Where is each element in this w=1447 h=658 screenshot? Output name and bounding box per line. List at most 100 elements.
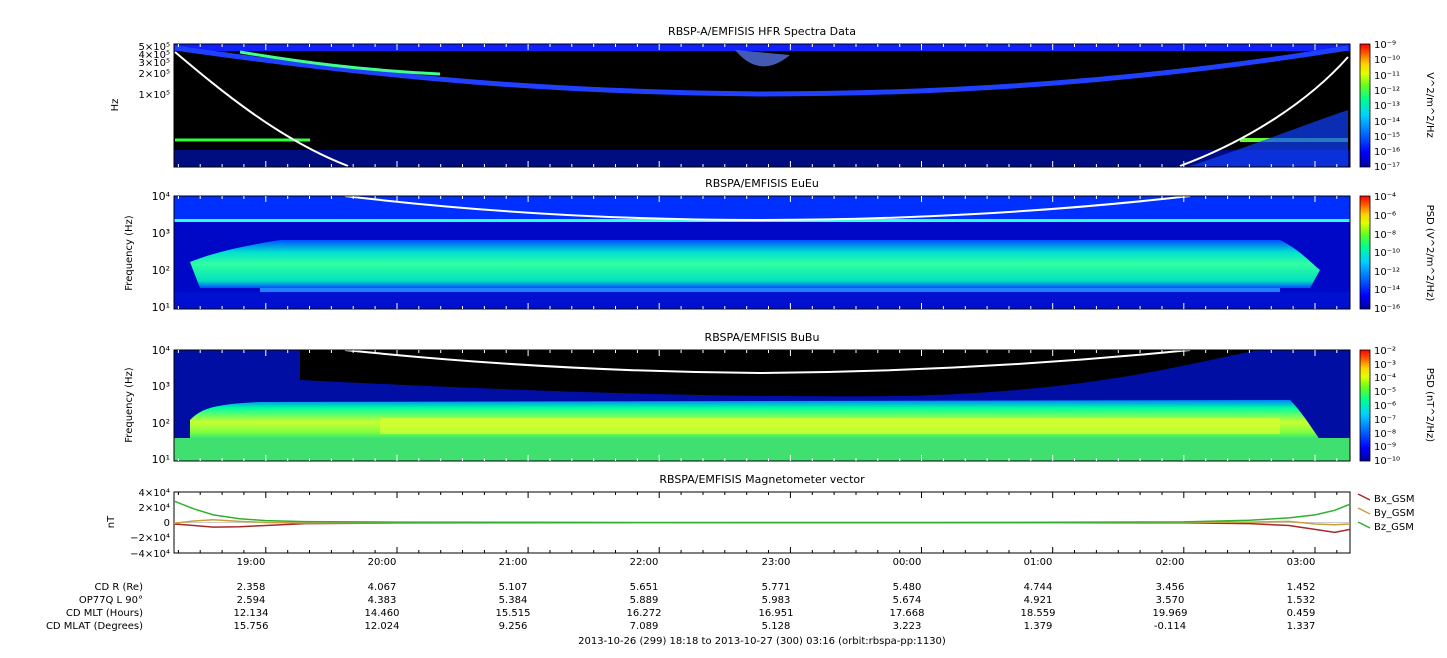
panel-bubu-cbar-tick-3: 10⁻⁵ [1374,387,1396,398]
orbit-mlat-3: 7.089 [630,621,659,632]
panel-hfr-cbar-tick-5: 10⁻¹⁴ [1374,117,1400,128]
orbit-l-1: 4.383 [368,595,397,606]
orbit-mlat-5: 3.223 [893,621,922,632]
panel-mag: RBSPA/EMFISIS Magnetometer vector 4×10⁴ … [106,473,1415,560]
orbit-mlt-6: 18.559 [1021,608,1056,619]
time-label-8: 03:00 [1287,557,1316,568]
panel-hfr-cbar-tick-0: 10⁻⁹ [1374,40,1396,51]
panel-mag-ylabel: nT [106,515,117,528]
panel-eueu-cbar-tick-3: 10⁻¹⁰ [1374,248,1400,259]
legend-swatch-bz [1357,521,1371,529]
panel-hfr-cbar-tick-2: 10⁻¹¹ [1374,71,1400,82]
time-label-7: 02:00 [1156,557,1185,568]
panel-hfr-ytick-4: 1×10⁵ [139,90,170,101]
panel-hfr-colorbar: 10⁻⁹ 10⁻¹⁰ 10⁻¹¹ 10⁻¹² 10⁻¹³ 10⁻¹⁴ 10⁻¹⁵… [1359,40,1435,173]
panel-bubu-cbar-tick-7: 10⁻⁹ [1374,442,1396,453]
legend-swatch-by [1357,507,1371,515]
legend-label-bz: Bz_GSM [1374,522,1414,533]
panel-hfr-yaxis: 5×10⁵ 4×10⁵ 3×10⁵ 2×10⁵ 1×10⁵ Hz [110,42,170,111]
panel-eueu-ylabel: Frequency (Hz) [124,215,135,291]
orbit-r-8: 1.452 [1287,582,1316,593]
panel-bubu-ytick-3: 10¹ [152,453,170,466]
panel-hfr-ytick-3: 2×10⁵ [139,69,170,80]
panel-mag-ytick-3: −2×10⁴ [130,533,170,544]
panel-bubu-colorbar: 10⁻² 10⁻³ 10⁻⁴ 10⁻⁵ 10⁻⁶ 10⁻⁷ 10⁻⁸ 10⁻⁹ … [1359,346,1435,467]
panel-eueu-cbar-tick-6: 10⁻¹⁶ [1374,304,1400,315]
panel-eueu-overlay-curve [344,195,1191,222]
panel-mag-ytick-4: −4×10⁴ [130,549,170,560]
orbit-mlat-1: 12.024 [365,621,400,632]
time-label-1: 20:00 [368,557,397,568]
panel-bubu-yaxis: 10⁴ 10³ 10² 10¹ Frequency (Hz) [124,344,171,466]
orbit-time-labels: 19:00 20:00 21:00 22:00 23:00 00:00 01:0… [237,557,1316,568]
orbit-r-7: 3.456 [1156,582,1185,593]
panel-bubu: RBSPA/EMFISIS BuBu 10⁴ 10³ 10² 10¹ Frequ… [124,331,1435,467]
panel-hfr-cbar-tick-6: 10⁻¹⁵ [1374,132,1400,143]
orbit-l-7: 3.570 [1156,595,1185,606]
orbit-row-label-r: CD R (Re) [95,582,144,593]
panel-mag-ytick-0: 4×10⁴ [139,488,170,499]
time-axis-ticks [177,44,1338,553]
panel-hfr-ytick-1: 4×10⁵ [139,50,170,61]
orbit-table: 19:00 20:00 21:00 22:00 23:00 00:00 01:0… [46,557,1315,632]
panel-eueu-title: RBSPA/EMFISIS EuEu [705,177,819,190]
panel-hfr-cbar-tick-8: 10⁻¹⁷ [1374,162,1400,173]
orbit-r-4: 5.771 [762,582,791,593]
panel-bubu-cbar-label: PSD (nT^2/Hz) [1424,368,1435,442]
orbit-mlat-2: 9.256 [499,621,528,632]
orbit-l-0: 2.594 [237,595,266,606]
panel-mag-ytick-2: 0 [164,518,170,529]
panel-eueu-cbar-label: PSD (V^2/m^2/Hz) [1424,205,1435,302]
panel-bubu-ytick-2: 10² [152,417,170,430]
orbit-r-2: 5.107 [499,582,528,593]
panel-hfr-cbar-tick-3: 10⁻¹² [1374,86,1400,97]
time-label-4: 23:00 [762,557,791,568]
panel-bubu-cbar-tick-2: 10⁻⁴ [1374,373,1396,384]
panel-hfr-spectrogram [174,44,1350,167]
time-label-0: 19:00 [237,557,266,568]
panel-bubu-cbar-tick-0: 10⁻² [1374,346,1396,357]
panel-hfr-cbar-tick-4: 10⁻¹³ [1374,101,1400,112]
panel-eueu-cbar-tick-4: 10⁻¹² [1374,267,1400,278]
orbit-r-6: 4.744 [1024,582,1053,593]
panel-eueu-ytick-3: 10¹ [152,301,170,314]
panel-bubu-spectrogram [174,349,1350,461]
orbit-row-label-l: OP77Q L 90° [79,595,143,606]
orbit-mlat-8: 1.337 [1287,621,1316,632]
panel-mag-title: RBSPA/EMFISIS Magnetometer vector [659,473,865,486]
panel-eueu-ytick-2: 10² [152,264,170,277]
orbit-mlat-4: 5.128 [762,621,791,632]
panel-eueu-colorbar: 10⁻⁴ 10⁻⁶ 10⁻⁸ 10⁻¹⁰ 10⁻¹² 10⁻¹⁴ 10⁻¹⁶ P… [1359,192,1435,315]
orbit-r-1: 4.067 [368,582,397,593]
orbit-mlt-1: 14.460 [365,608,400,619]
panel-eueu-ytick-0: 10⁴ [152,190,171,203]
orbit-mlt-3: 16.272 [627,608,662,619]
orbit-mlt-2: 15.515 [496,608,531,619]
panel-bubu-ylabel: Frequency (Hz) [124,367,135,443]
panel-bubu-ytick-1: 10³ [152,380,170,393]
panel-bubu-overlay-curve [344,349,1191,375]
orbit-mlt-8: 0.459 [1287,608,1316,619]
panel-mag-yaxis: 4×10⁴ 2×10⁴ 0 −2×10⁴ −4×10⁴ nT [106,488,170,560]
panel-eueu: RBSPA/EMFISIS EuEu 10⁴ 10³ 10² 10¹ Frequ… [124,177,1435,315]
orbit-l-2: 5.384 [499,595,528,606]
footer-time-range: 2013-10-26 (299) 18:18 to 2013-10-27 (30… [578,636,946,647]
panel-hfr-ytick-2: 3×10⁵ [139,58,170,69]
orbit-l-4: 5.983 [762,595,791,606]
panel-eueu-cbar-tick-1: 10⁻⁶ [1374,211,1396,222]
time-label-6: 01:00 [1024,557,1053,568]
time-label-2: 21:00 [499,557,528,568]
panel-eueu-cbar-tick-5: 10⁻¹⁴ [1374,285,1400,296]
panel-hfr-cbar-tick-1: 10⁻¹⁰ [1374,55,1400,66]
orbit-row-label-mlat: CD MLAT (Degrees) [46,621,143,632]
panel-hfr: RBSP-A/EMFISIS HFR Spectra Data 5×10⁵ 4×… [110,25,1435,173]
orbit-mlt-4: 16.951 [759,608,794,619]
time-label-5: 00:00 [893,557,922,568]
orbit-row-label-mlt: CD MLT (Hours) [66,608,143,619]
orbit-mlat-6: 1.379 [1024,621,1053,632]
panel-bubu-cbar-tick-4: 10⁻⁶ [1374,401,1396,412]
orbit-mlt-7: 19.969 [1153,608,1188,619]
panel-hfr-overlay-curve [174,51,1349,167]
legend-swatch-bx [1357,493,1371,501]
